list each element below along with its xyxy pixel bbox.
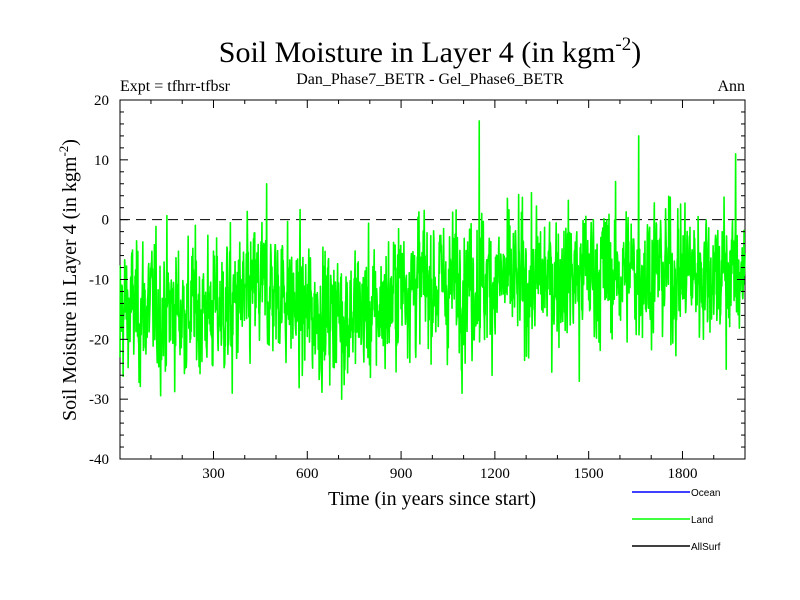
x-tick-label: 900: [390, 466, 413, 482]
comparison-label: Dan_Phase7_BETR - Gel_Phase6_BETR: [296, 71, 564, 88]
x-tick-label: 300: [202, 466, 225, 482]
x-tick-label: 1800: [667, 466, 697, 482]
x-axis: 300 600 900 1200 1500 1800: [150, 100, 715, 482]
x-tick-label: 1500: [574, 466, 604, 482]
legend-label-land: Land: [691, 515, 713, 526]
legend: Ocean Land AllSurf: [632, 488, 721, 553]
y-axis: -40 -30 -20 -10 0 10 20: [89, 93, 745, 468]
y-tick-label: 20: [94, 93, 109, 109]
x-tick-label: 1200: [480, 466, 510, 482]
experiment-label: Expt = tfhrr-tfbsr: [120, 78, 231, 95]
x-axis-label: Time (in years since start): [328, 488, 536, 510]
chart-title: Soil Moisture in Layer 4 (in kgm-2): [219, 34, 641, 69]
y-tick-label: -10: [89, 273, 109, 289]
y-tick-label: -30: [89, 392, 109, 408]
y-tick-label: 10: [94, 153, 109, 169]
y-axis-label: Soil Moisture in Layer 4 (in kgm-2): [56, 139, 81, 421]
legend-label-ocean: Ocean: [691, 488, 720, 499]
legend-label-allsurf: AllSurf: [691, 542, 721, 553]
x-tick-label: 600: [296, 466, 319, 482]
series-line-land: [119, 120, 746, 400]
period-label: Ann: [717, 78, 745, 95]
y-tick-label: -40: [89, 452, 109, 468]
y-tick-label: -20: [89, 332, 109, 348]
y-tick-label: 0: [102, 213, 110, 229]
